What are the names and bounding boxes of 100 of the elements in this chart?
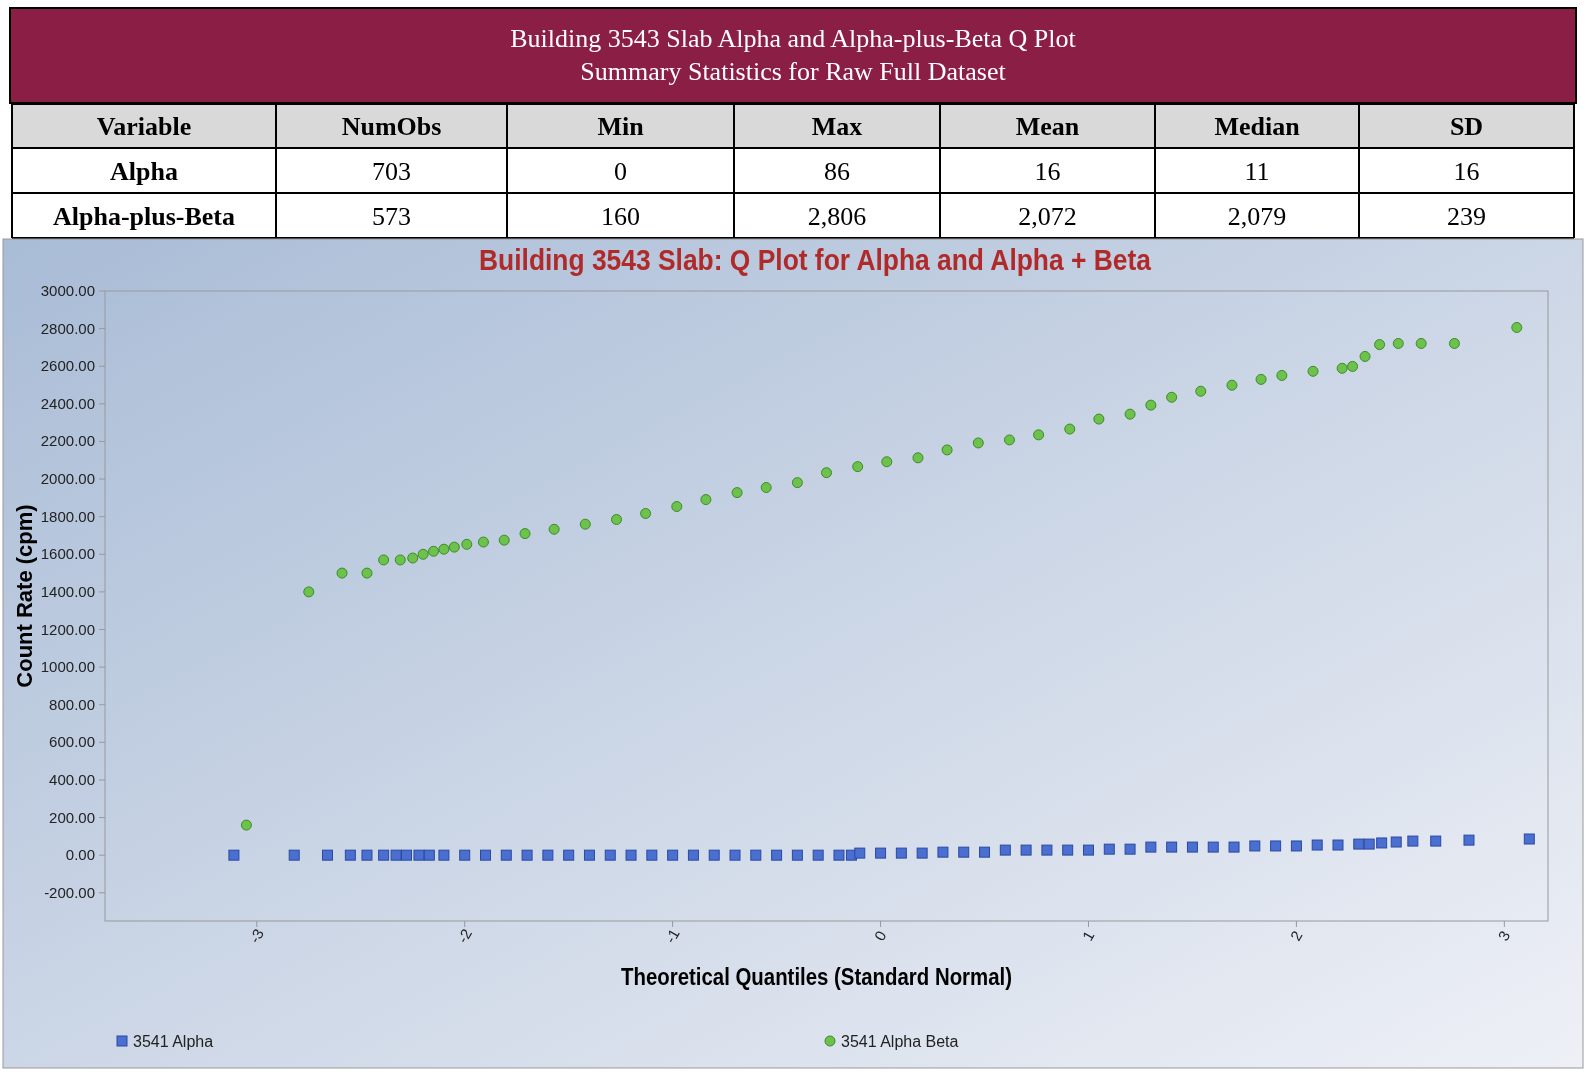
- y-tick-label: 1400.00: [40, 582, 95, 600]
- text: 11: [1244, 157, 1270, 186]
- point: [1226, 379, 1238, 391]
- point: [548, 523, 560, 535]
- x-tick-label: 2: [1286, 927, 1306, 944]
- text: 703: [372, 157, 411, 186]
- category-label: Alpha: [110, 157, 178, 186]
- point: [700, 494, 712, 506]
- text: Summary Statistics for Raw Full Dataset: [580, 57, 1007, 86]
- point: [1255, 373, 1267, 385]
- point: [881, 456, 893, 468]
- point: [1276, 369, 1288, 381]
- point: [912, 452, 924, 464]
- y-tick-label: 2400.00: [40, 394, 95, 412]
- legend-label: 3541 Alpha Beta: [841, 1033, 959, 1050]
- y-tick-label: 0.00: [65, 846, 95, 864]
- point: [852, 461, 864, 473]
- point: [972, 437, 984, 449]
- x-tick-label: -3: [245, 925, 268, 946]
- y-tick-label: 1600.00: [40, 545, 95, 563]
- point: [336, 567, 348, 579]
- text: 2,079: [1227, 202, 1287, 231]
- point: [1124, 408, 1136, 420]
- point: [519, 528, 531, 540]
- point: [438, 543, 450, 555]
- y-tick-label: -200.00: [44, 883, 95, 901]
- category-label: NumObs: [341, 112, 442, 141]
- point: [731, 487, 743, 499]
- point: [1448, 337, 1460, 349]
- point: [477, 536, 489, 548]
- y-tick-label: 2200.00: [40, 432, 95, 450]
- point: [417, 548, 429, 560]
- point: [461, 538, 473, 550]
- text: 2,806: [807, 202, 867, 231]
- point: [1064, 423, 1076, 435]
- x-tick-label: 1: [1078, 927, 1098, 944]
- point: [760, 482, 772, 494]
- legend-label: 3541 Alpha: [133, 1033, 214, 1050]
- point: [611, 513, 622, 525]
- category-label: Mean: [1015, 112, 1080, 141]
- y-tick-label: 600.00: [49, 733, 95, 751]
- text: 2,072: [1018, 202, 1077, 231]
- point: [640, 507, 652, 519]
- point: [361, 567, 373, 579]
- category-label: Median: [1214, 112, 1301, 141]
- point: [1415, 337, 1427, 349]
- point: [407, 552, 419, 564]
- category-label: Max: [811, 112, 863, 141]
- point: [240, 819, 252, 831]
- y-tick-label: 3000.00: [40, 282, 95, 299]
- point: [1511, 321, 1523, 333]
- y-axis-title: Count Rate (cpm): [12, 504, 37, 688]
- point: [448, 541, 460, 553]
- y-tick-label: 1000.00: [40, 658, 95, 676]
- point: [791, 477, 803, 489]
- point: [303, 586, 315, 598]
- point: [821, 467, 832, 479]
- y-tick-label: 800.00: [49, 695, 95, 713]
- y-tick-label: 1800.00: [40, 507, 95, 525]
- category-label: Variable: [96, 112, 192, 141]
- point: [1195, 385, 1207, 397]
- point: [1145, 399, 1157, 411]
- point: [1093, 413, 1105, 425]
- x-tick-label: 3: [1494, 927, 1514, 944]
- point: [498, 534, 510, 546]
- chart-title: Building 3543 Slab: Q Plot for Alpha and Alpha + Beta: [479, 242, 1152, 277]
- point: [394, 554, 406, 566]
- point: [1003, 434, 1015, 446]
- point: [1307, 365, 1319, 377]
- text: 573: [372, 202, 411, 231]
- x-axis-title: Theoretical Quantiles (Standard Normal): [621, 963, 1012, 991]
- point: [378, 554, 390, 566]
- text: 86: [824, 157, 850, 186]
- text: 16: [1453, 157, 1480, 186]
- point: [1359, 350, 1371, 362]
- point: [1033, 429, 1045, 441]
- point: [1336, 362, 1348, 374]
- x-tick-label: 0: [870, 927, 890, 944]
- point: [1166, 391, 1178, 403]
- point: [671, 501, 683, 513]
- point: [579, 518, 591, 530]
- x-tick-label: -2: [453, 925, 475, 946]
- y-tick-label: 400.00: [49, 770, 95, 788]
- point: [1392, 337, 1404, 349]
- y-tick-label: 200.00: [49, 808, 95, 826]
- point: [428, 545, 440, 557]
- text: 16: [1034, 157, 1061, 186]
- category-label: Alpha-plus-Beta: [52, 202, 236, 231]
- point: [1347, 360, 1359, 372]
- text: 0: [614, 157, 627, 186]
- text: 239: [1447, 202, 1486, 231]
- text: Building 3543 Slab Alpha and Alpha-plus-Beta Q Plot: [510, 24, 1077, 53]
- y-tick-label: 2600.00: [40, 357, 95, 375]
- category-label: Min: [597, 112, 645, 141]
- y-tick-label: 2000.00: [40, 470, 95, 488]
- point: [1374, 339, 1386, 351]
- category-label: SD: [1449, 112, 1484, 141]
- x-tick-label: -1: [661, 925, 683, 946]
- text: 160: [601, 202, 640, 231]
- y-tick-label: 1200.00: [40, 620, 95, 638]
